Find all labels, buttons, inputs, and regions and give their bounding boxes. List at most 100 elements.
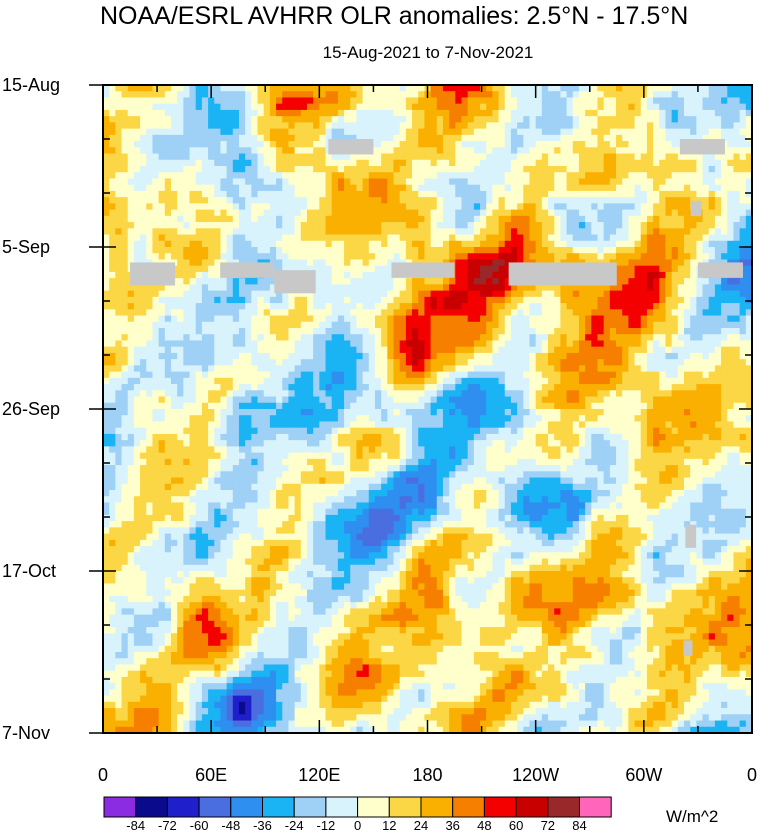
heatmap-cell <box>220 116 228 123</box>
heatmap-cell <box>103 190 110 198</box>
heatmap-cell <box>381 166 388 173</box>
heatmap-cell <box>616 222 623 229</box>
heatmap-cell <box>331 253 339 261</box>
heatmap-cell <box>449 334 456 342</box>
heatmap-cell <box>659 197 667 204</box>
heatmap-cell <box>653 147 660 155</box>
heatmap-cell <box>572 328 580 335</box>
heatmap-cell <box>282 85 290 92</box>
heatmap-cell <box>424 103 432 111</box>
heatmap-cell <box>572 222 580 229</box>
heatmap-cell <box>529 328 537 335</box>
heatmap-cell <box>164 352 172 360</box>
heatmap-cell <box>399 141 407 148</box>
heatmap-cell <box>677 315 685 323</box>
heatmap-cell <box>263 190 271 198</box>
heatmap-cell <box>665 159 673 167</box>
heatmap-cell <box>362 103 370 111</box>
heatmap-cell <box>510 166 518 173</box>
heatmap-cell <box>418 109 426 117</box>
heatmap-cell <box>473 352 481 360</box>
heatmap-cell <box>164 203 172 211</box>
heatmap-cell <box>473 247 481 254</box>
heatmap-cell <box>677 303 685 310</box>
heatmap-cell <box>170 222 178 229</box>
heatmap-cell <box>294 303 302 310</box>
heatmap-cell <box>140 190 147 198</box>
heatmap-cell <box>418 153 426 161</box>
heatmap-cell <box>226 253 234 261</box>
heatmap-cell <box>622 91 629 99</box>
heatmap-cell <box>387 259 395 267</box>
heatmap-cell <box>269 209 277 217</box>
heatmap-cell <box>226 109 234 117</box>
heatmap-cell <box>276 240 283 248</box>
heatmap-cell <box>554 228 561 236</box>
heatmap-cell <box>276 253 283 261</box>
heatmap-cell <box>208 271 215 279</box>
heatmap-cell <box>331 296 339 304</box>
heatmap-cell <box>152 359 160 366</box>
heatmap-cell <box>288 172 296 180</box>
heatmap-cell <box>566 147 574 155</box>
heatmap-cell <box>319 153 327 161</box>
heatmap-cell <box>473 209 481 217</box>
heatmap-cell <box>436 284 444 292</box>
heatmap-cell <box>498 203 506 211</box>
heatmap-cell <box>109 215 116 223</box>
heatmap-cell <box>300 172 308 180</box>
heatmap-cell <box>659 259 667 267</box>
heatmap-cell <box>133 147 141 155</box>
heatmap-cell <box>368 134 376 142</box>
heatmap-cell <box>591 352 599 360</box>
heatmap-cell <box>325 328 333 335</box>
heatmap-cell <box>269 240 277 248</box>
heatmap-cell <box>183 271 191 279</box>
heatmap-cell <box>170 247 178 254</box>
heatmap-cell <box>374 159 382 167</box>
heatmap-cell <box>628 352 636 360</box>
heatmap-cell <box>634 359 642 366</box>
heatmap-cell <box>739 134 747 142</box>
heatmap-cell <box>238 85 246 92</box>
heatmap-cell <box>578 215 586 223</box>
heatmap-cell <box>405 134 413 142</box>
heatmap-cell <box>745 215 752 223</box>
heatmap-cell <box>591 284 599 292</box>
heatmap-cell <box>622 184 629 192</box>
heatmap-cell <box>733 116 741 123</box>
heatmap-cell <box>263 147 271 155</box>
heatmap-cell <box>504 209 512 217</box>
heatmap-cell <box>263 141 271 148</box>
heatmap-cell <box>498 141 506 148</box>
heatmap-cell <box>442 134 450 142</box>
heatmap-cell <box>133 153 141 161</box>
heatmap-cell <box>294 309 302 317</box>
heatmap-cell <box>424 97 432 105</box>
heatmap-cell <box>714 128 722 136</box>
heatmap-cell <box>548 141 555 148</box>
heatmap-cell <box>529 228 537 236</box>
heatmap-cell <box>393 222 401 229</box>
heatmap-cell <box>356 334 364 342</box>
heatmap-cell <box>387 359 395 366</box>
heatmap-cell <box>591 228 599 236</box>
heatmap-cell <box>442 352 450 360</box>
heatmap-cell <box>708 209 716 217</box>
heatmap-cell <box>504 97 512 105</box>
heatmap-cell <box>127 128 135 136</box>
heatmap-cell <box>646 234 654 242</box>
heatmap-cell <box>238 377 246 385</box>
heatmap-cell <box>418 359 426 366</box>
heatmap-cell <box>677 309 685 317</box>
heatmap-cell <box>337 340 345 348</box>
heatmap-cell <box>609 328 617 335</box>
heatmap-cell <box>665 247 673 254</box>
heatmap-cell <box>504 222 512 229</box>
heatmap-cell <box>115 334 123 342</box>
heatmap-cell <box>535 97 543 105</box>
heatmap-cell <box>306 209 314 217</box>
heatmap-cell <box>189 197 197 204</box>
heatmap-cell <box>201 328 209 335</box>
heatmap-cell <box>578 315 586 323</box>
